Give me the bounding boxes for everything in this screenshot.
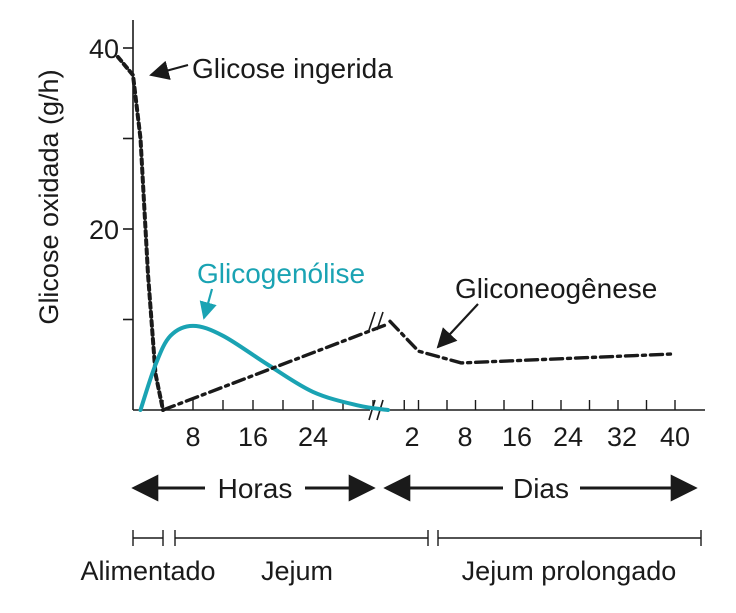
annotation-glicose-ingerida: Glicose ingerida: [149, 53, 393, 84]
y-ticks: 40 20: [89, 34, 133, 321]
y-tick-label: 20: [89, 215, 119, 245]
series-layer: [116, 55, 677, 412]
annotation-arrow: [149, 60, 189, 80]
annotation-arrow: [436, 303, 479, 349]
period-label: Dias: [513, 473, 569, 504]
phase-brackets: [132, 530, 702, 546]
annotation-label: Glicogenólise: [197, 258, 365, 289]
phase-label-fasting: Jejum: [261, 556, 333, 586]
annotation-arrow: [199, 288, 217, 320]
series-line-glicogenolise: [138, 323, 390, 412]
y-axis-label: Glicose oxidada (g/h): [34, 69, 64, 324]
x-tick-label-days: 8: [457, 422, 472, 452]
x-tick-label-days: 16: [502, 422, 532, 452]
x-tick-label-hours: 8: [185, 422, 200, 452]
x-ticks: 8 16 24 2 8 16 24 32 40: [162, 400, 690, 452]
period-days: Dias: [383, 473, 698, 504]
period-label: Horas: [218, 473, 293, 504]
series-line-gliconeogenese: [161, 322, 390, 412]
x-tick-label-hours: 16: [238, 422, 268, 452]
phase-label-fed: Alimentado: [80, 556, 215, 586]
x-tick-label-days: 24: [553, 422, 583, 452]
period-hours: Horas: [131, 473, 376, 504]
annotation-gliconeogenese: Gliconeogênese: [436, 273, 657, 349]
annotation-glicogenolise: Glicogenólise: [197, 258, 365, 320]
series-line-glicose-ingerida: [116, 55, 165, 412]
annotation-label: Gliconeogênese: [455, 273, 657, 304]
x-tick-label-days: 40: [660, 422, 690, 452]
series-line-gliconeogenese-days: [388, 319, 677, 365]
phase-label-prolonged-fasting: Jejum prolongado: [462, 556, 677, 586]
x-tick-label-days: 2: [404, 422, 419, 452]
y-tick-label: 40: [89, 34, 119, 64]
x-tick-label-days: 32: [607, 422, 637, 452]
x-tick-label-hours: 24: [298, 422, 328, 452]
annotation-label: Glicose ingerida: [192, 53, 393, 84]
